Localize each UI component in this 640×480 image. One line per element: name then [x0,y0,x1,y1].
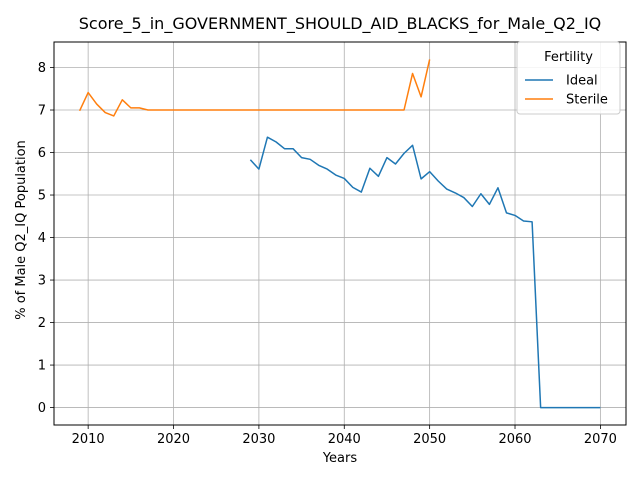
series-line-sterile [78,59,431,117]
legend-box [516,41,621,115]
x-tick-label: 2010 [72,432,105,447]
y-tick-label: 4 [38,231,46,246]
series-line-ideal [249,136,601,409]
plot-area [53,41,627,426]
y-tick-label: 6 [38,146,46,161]
x-tick-label: 2020 [157,432,190,447]
x-tick-label: 2030 [242,432,275,447]
y-tick-label: 0 [38,401,46,416]
legend-title: Fertility [544,50,593,65]
legend-label-sterile: Sterile [566,93,608,108]
legend: Fertility Ideal Sterile [516,41,621,115]
y-tick-label: 8 [38,61,46,76]
y-tick-label: 5 [38,189,46,204]
x-tick-label: 2040 [328,432,361,447]
x-tick-label: 2070 [584,432,617,447]
y-axis-label: % of Male Q2_IQ Population [14,140,29,320]
y-tick-label: 7 [38,104,46,119]
y-tick-label: 1 [38,359,46,374]
chart-title: Score_5_in_GOVERNMENT_SHOULD_AID_BLACKS_… [79,14,602,34]
axis-ticks: 2010 2020 2030 2040 2050 2060 2070 0 1 2 3 4 5 6 7 8 [38,61,617,447]
y-tick-label: 3 [38,274,46,289]
y-tick-label: 2 [38,316,46,331]
x-tick-label: 2050 [413,432,446,447]
x-tick-label: 2060 [498,432,531,447]
legend-label-ideal: Ideal [566,74,598,89]
series-lines [78,59,601,409]
x-axis-label: Years [322,451,358,466]
